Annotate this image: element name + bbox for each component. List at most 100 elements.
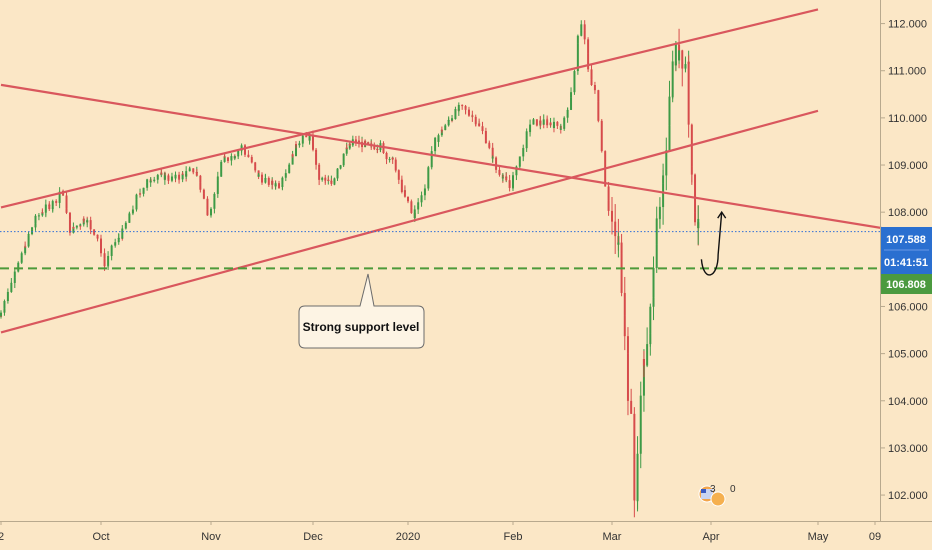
candle-body bbox=[535, 119, 538, 126]
candle-body bbox=[51, 201, 54, 207]
candle-body bbox=[655, 218, 658, 245]
candle-body bbox=[0, 312, 2, 316]
candle-body bbox=[614, 227, 617, 237]
candle-body bbox=[202, 193, 205, 199]
candle-body bbox=[410, 207, 413, 214]
candle-body bbox=[20, 255, 23, 263]
candle-body bbox=[501, 177, 504, 179]
candle-body bbox=[305, 135, 308, 138]
candle-body bbox=[336, 168, 339, 175]
candle-body bbox=[364, 140, 367, 143]
candle-body bbox=[649, 306, 652, 334]
candle-body bbox=[291, 154, 294, 165]
y-tick-label: 110.000 bbox=[888, 113, 927, 125]
candle-body bbox=[250, 160, 253, 163]
candle-body bbox=[623, 292, 626, 316]
trendline-group[interactable] bbox=[0, 8, 901, 334]
y-tick-label: 109.000 bbox=[888, 160, 928, 172]
candle-body bbox=[107, 255, 110, 266]
candle-body bbox=[254, 162, 257, 167]
candle-body bbox=[580, 24, 583, 31]
candle-body bbox=[539, 120, 542, 124]
candle-body bbox=[20, 253, 23, 256]
candle-body bbox=[170, 176, 173, 181]
candle-body bbox=[512, 175, 514, 188]
candle-body bbox=[423, 188, 426, 196]
candle-body bbox=[291, 154, 294, 157]
x-tick-label: 09 bbox=[869, 531, 881, 543]
flag-us-stripes bbox=[701, 489, 713, 499]
candle-body bbox=[149, 181, 152, 183]
current-price-badge[interactable]: 107.588 01:41:51 bbox=[881, 227, 932, 274]
x-tick-label: Dec bbox=[303, 531, 323, 543]
candle-body bbox=[281, 177, 284, 185]
candle-body bbox=[481, 126, 484, 132]
projection-arrow[interactable] bbox=[700, 212, 723, 276]
candle-body bbox=[546, 120, 549, 126]
y-tick-label: 111.000 bbox=[888, 66, 926, 78]
support-price-badge-bg bbox=[881, 274, 932, 294]
candle-body bbox=[611, 210, 613, 222]
candle-body bbox=[327, 179, 330, 181]
candle-body bbox=[348, 143, 351, 149]
candle-body bbox=[156, 175, 159, 177]
event-marker[interactable]: 3 0 bbox=[698, 484, 736, 507]
candle-countdown: 01:41:51 bbox=[884, 257, 928, 269]
candle-body bbox=[216, 176, 219, 181]
candle-body bbox=[542, 119, 545, 125]
candle-body bbox=[467, 112, 470, 116]
candle-body bbox=[427, 167, 430, 178]
trendline-descending-resistance[interactable] bbox=[0, 83, 901, 233]
candle-body bbox=[65, 208, 68, 213]
y-tick-label: 108.000 bbox=[888, 207, 928, 219]
candle-body bbox=[254, 166, 257, 171]
callout[interactable]: Strong support level bbox=[298, 273, 425, 349]
candle-body bbox=[413, 209, 416, 219]
candle-body bbox=[394, 169, 397, 171]
candle-body bbox=[626, 353, 629, 401]
time-axis[interactable]: 2 Oct Nov Dec 2020 Feb Mar Apr May 09 bbox=[0, 521, 881, 543]
candle-body bbox=[233, 156, 236, 159]
candle-body bbox=[206, 209, 209, 216]
candle-body bbox=[662, 175, 665, 184]
candle-body bbox=[652, 268, 655, 298]
trendline-channel-lower[interactable] bbox=[0, 109, 819, 334]
y-tick-label: 106.000 bbox=[888, 301, 928, 313]
candle-body bbox=[237, 150, 240, 155]
candle-body bbox=[339, 165, 342, 169]
candle-body bbox=[376, 148, 379, 150]
candle-body bbox=[31, 227, 34, 230]
candle-body bbox=[17, 262, 20, 272]
candle-body bbox=[261, 177, 263, 183]
candle-body bbox=[576, 35, 579, 44]
candle-body bbox=[573, 71, 576, 93]
candle-body bbox=[400, 182, 403, 192]
candle-body bbox=[655, 244, 658, 269]
candle-body bbox=[321, 177, 324, 180]
candle-body bbox=[167, 179, 170, 181]
candle-body bbox=[633, 413, 636, 460]
candle-body bbox=[139, 193, 142, 195]
candle-body bbox=[451, 118, 454, 121]
candle-body bbox=[630, 400, 633, 414]
candle-body bbox=[522, 148, 525, 157]
y-tick-label: 103.000 bbox=[888, 443, 928, 455]
trendline-channel-upper[interactable] bbox=[0, 8, 819, 209]
candle-body bbox=[620, 242, 623, 254]
candle-body bbox=[223, 156, 226, 158]
candle-body bbox=[135, 194, 138, 200]
support-price-badge[interactable]: 106.808 bbox=[881, 274, 932, 294]
candle-body bbox=[607, 186, 610, 201]
candle-body bbox=[318, 167, 321, 180]
candle-body bbox=[65, 195, 68, 209]
candle-body bbox=[103, 258, 106, 267]
candle-body bbox=[642, 359, 645, 366]
candle-body bbox=[220, 171, 223, 177]
x-tick-label: Apr bbox=[702, 531, 719, 543]
candle-body bbox=[128, 214, 131, 223]
candle-body bbox=[410, 201, 413, 208]
candle-body bbox=[48, 204, 51, 210]
candle-body bbox=[79, 225, 82, 227]
